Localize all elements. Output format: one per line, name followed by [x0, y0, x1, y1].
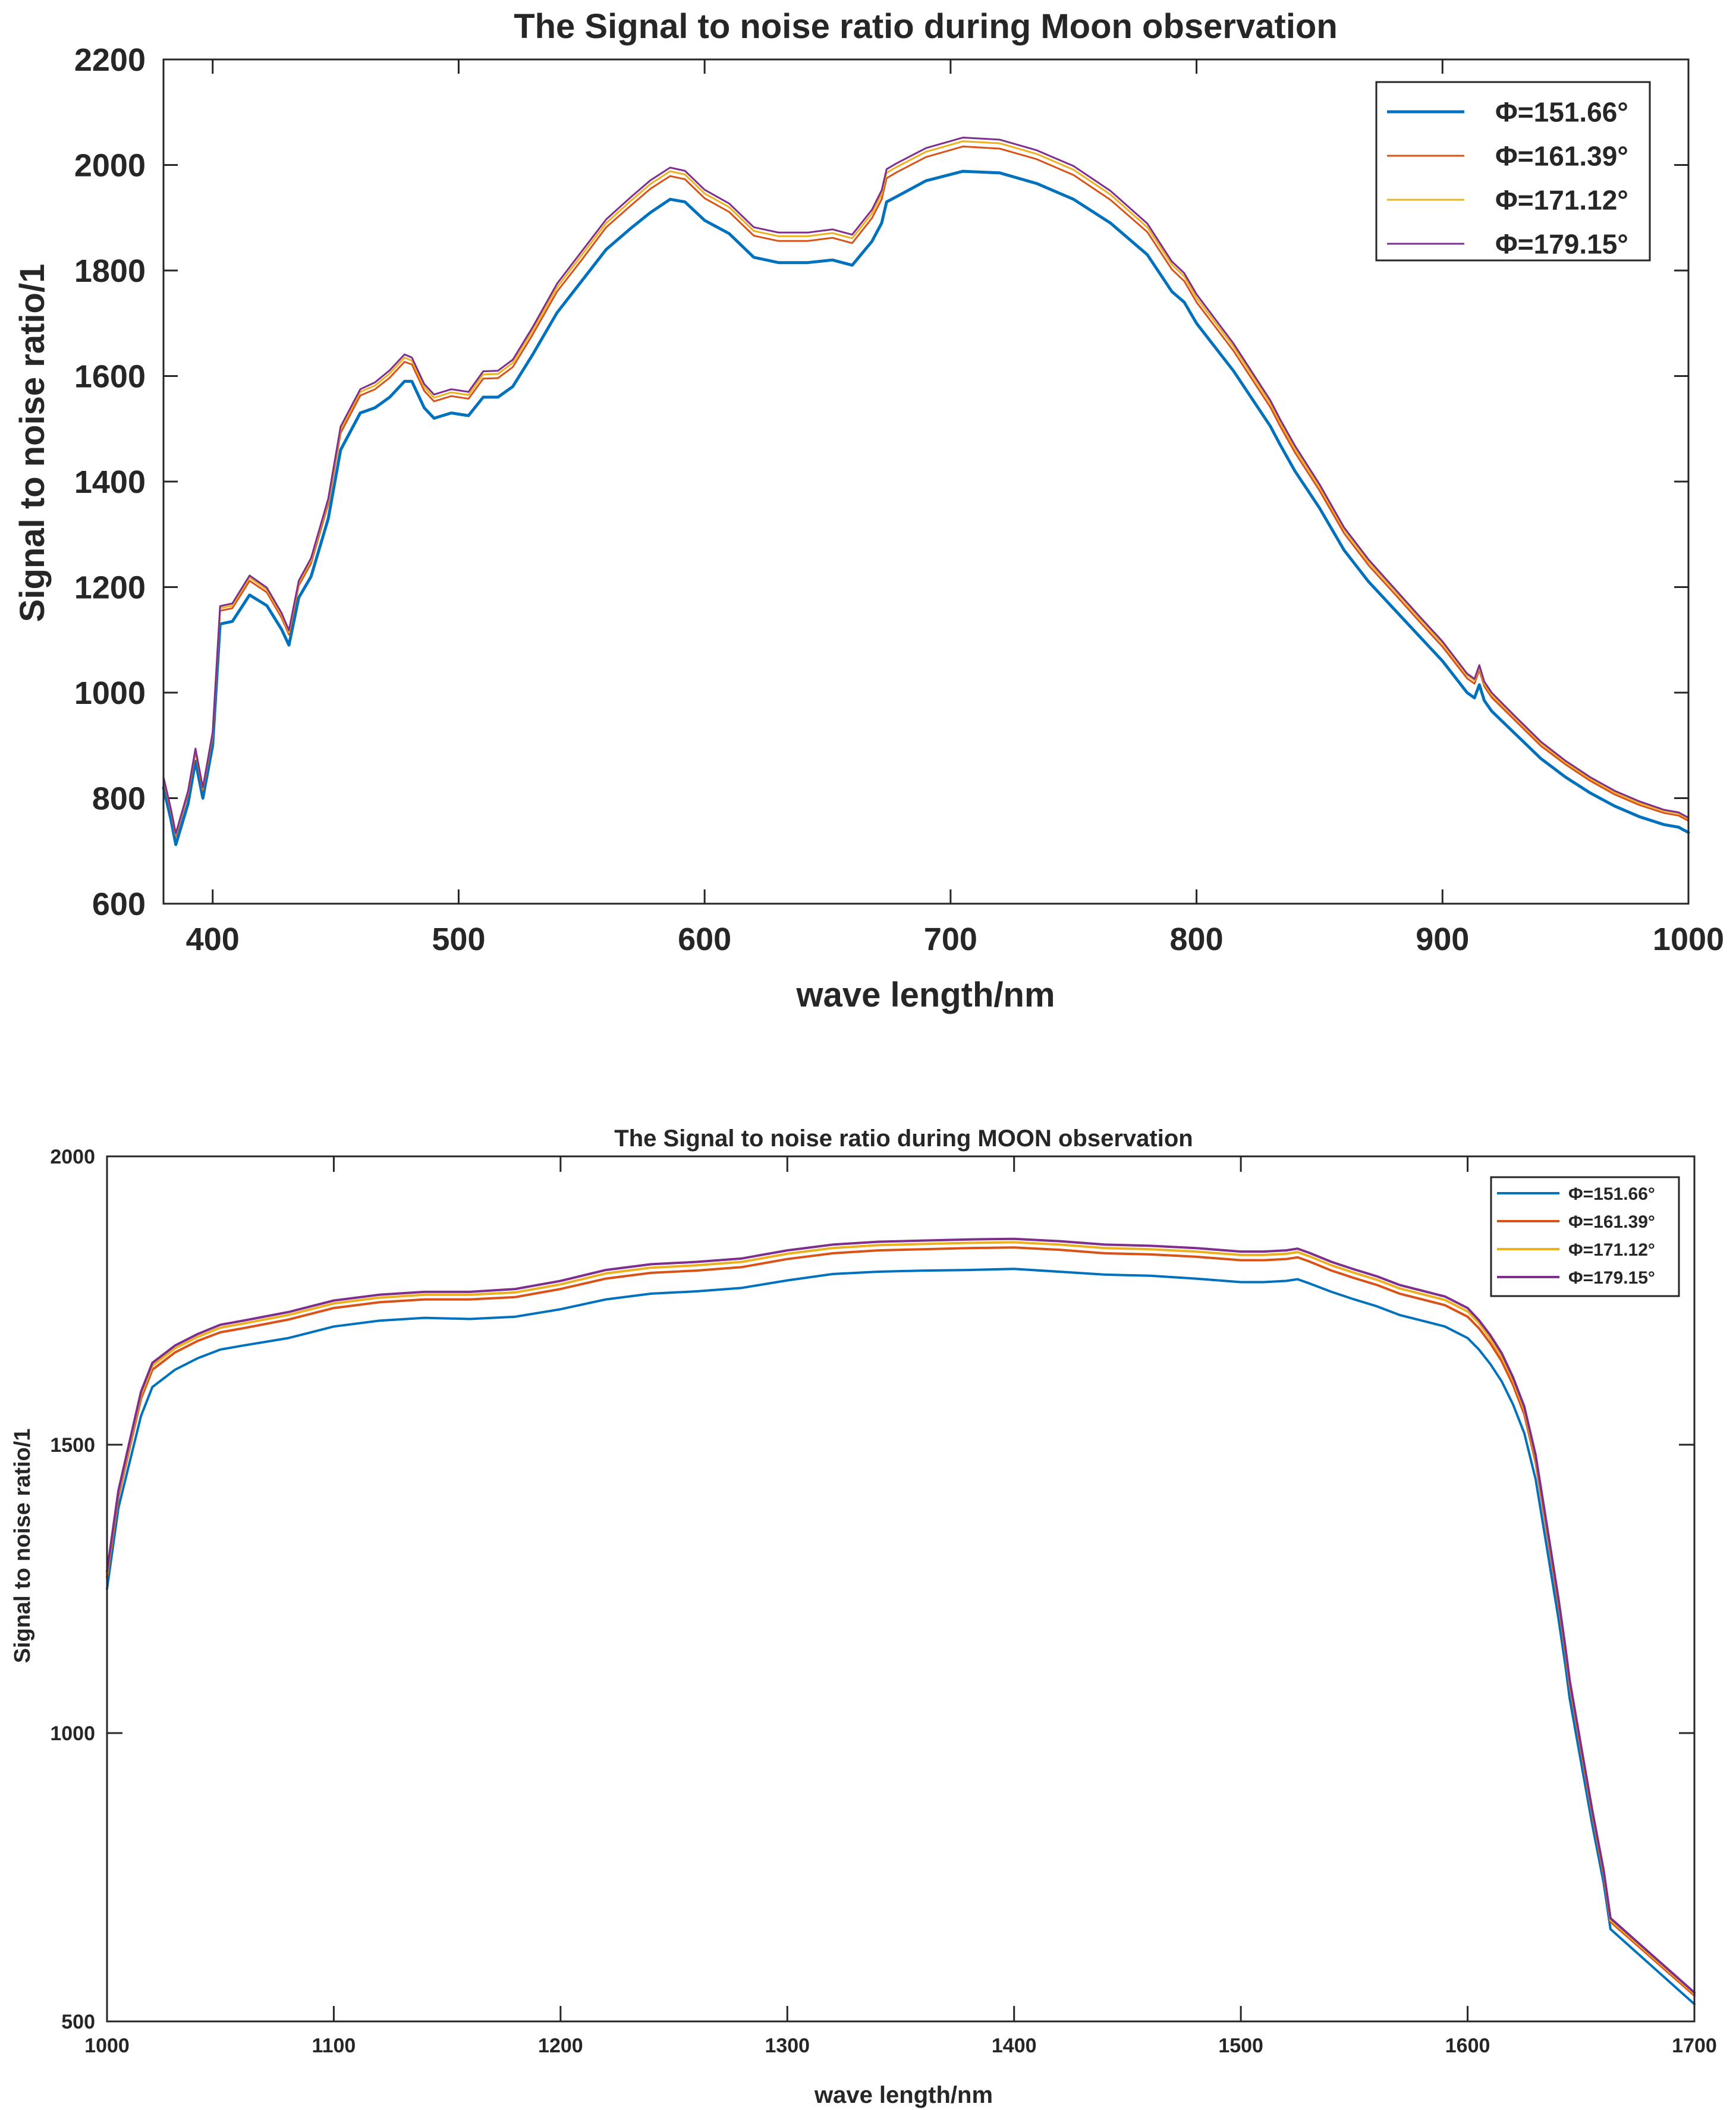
chart-top-x-ticks: 400 500 600 700 800 900 1000 — [186, 59, 1724, 957]
chart-top-series-line-3 — [162, 140, 1690, 836]
chart-bottom-ylabel: Signal to noise ratio/1 — [10, 1429, 35, 1664]
chart-top-legend-label-3: Φ=171.12° — [1495, 185, 1628, 216]
chart-bottom-xtick-label-0: 1000 — [84, 2034, 130, 2057]
chart-top-ytick-label-1: 800 — [92, 781, 146, 817]
chart-bottom-legend: Φ=151.66° Φ=161.39° Φ=171.12° Φ=179.15° — [1490, 1176, 1680, 1297]
chart-top-legend-label-2: Φ=161.39° — [1495, 141, 1628, 172]
chart-bottom-ytick-label-3: 2000 — [50, 1146, 95, 1168]
chart-top-xtick-label-0: 400 — [186, 922, 240, 957]
chart-bottom-y-ticks: 500 1000 1500 2000 — [50, 1146, 1694, 2033]
chart-bottom-series-line-1 — [106, 1268, 1696, 2005]
chart-top-ytick-label-2: 1000 — [74, 675, 146, 711]
chart-bottom-xtick-label-1: 1100 — [312, 2034, 356, 2057]
chart-top-plot-frame — [162, 58, 1690, 905]
chart-top-legend-label-1: Φ=151.66° — [1495, 97, 1628, 128]
chart-top-ytick-label-8: 2200 — [74, 42, 146, 78]
chart-bottom-xtick-label-7: 1700 — [1672, 2034, 1717, 2057]
chart-top-y-ticks: 600 800 1000 1200 1400 1600 1800 2000 2200 — [74, 42, 1688, 922]
chart-bottom-xtick-label-4: 1400 — [992, 2034, 1037, 2057]
chart-bottom-ytick-label-0: 500 — [61, 2011, 95, 2033]
chart-top-xtick-label-4: 800 — [1170, 922, 1224, 957]
chart-bottom-title: The Signal to noise ratio during MOON ob… — [614, 1125, 1193, 1152]
chart-top-legend: Φ=151.66° Φ=161.39° Φ=171.12° Φ=179.15° — [1375, 81, 1651, 262]
chart-top-series-line-1 — [162, 169, 1690, 847]
chart-bottom-xlabel: wave length/nm — [814, 2082, 993, 2108]
chart-top-ytick-label-0: 600 — [92, 886, 146, 922]
chart-top-ytick-label-6: 1800 — [74, 253, 146, 289]
chart-top-series-line-2 — [162, 145, 1690, 837]
chart-bottom-legend-label-3: Φ=171.12° — [1568, 1240, 1655, 1260]
chart-bottom-xtick-label-5: 1500 — [1218, 2034, 1263, 2057]
chart-bottom-x-ticks: 1000 1100 1200 1300 1400 1500 1600 1700 — [84, 1156, 1717, 2057]
chart-bottom-xtick-label-3: 1300 — [765, 2034, 810, 2057]
chart-top-ylabel: Signal to noise ratio/1 — [13, 264, 52, 622]
chart-bottom-xtick-label-6: 1600 — [1445, 2034, 1490, 2057]
chart-bottom-ytick-label-1: 1000 — [50, 1722, 95, 1745]
chart-top-xtick-label-6: 1000 — [1653, 922, 1724, 957]
chart-top-xtick-label-5: 900 — [1416, 922, 1469, 957]
chart-top-series — [162, 136, 1690, 847]
chart-top-title: The Signal to noise ratio during Moon ob… — [514, 7, 1338, 46]
chart-bottom-legend-label-2: Φ=161.39° — [1568, 1212, 1655, 1232]
chart-bottom-plot-frame — [106, 1155, 1696, 2023]
chart-top: The Signal to noise ratio during Moon ob… — [13, 7, 1724, 1014]
chart-top-ytick-label-7: 2000 — [74, 148, 146, 184]
chart-top-ytick-label-4: 1400 — [74, 464, 146, 500]
chart-top-xtick-label-2: 600 — [678, 922, 731, 957]
chart-top-legend-label-4: Φ=179.15° — [1495, 229, 1628, 260]
chart-bottom-ytick-label-2: 1500 — [50, 1434, 95, 1457]
chart-bottom-series — [106, 1237, 1696, 2005]
chart-bottom: The Signal to noise ratio during MOON ob… — [10, 1125, 1717, 2108]
chart-bottom-legend-label-1: Φ=151.66° — [1568, 1184, 1655, 1204]
chart-top-xlabel: wave length/nm — [795, 976, 1055, 1014]
chart-top-xtick-label-1: 500 — [432, 922, 485, 957]
chart-top-ytick-label-5: 1600 — [74, 359, 146, 395]
chart-bottom-series-line-4 — [106, 1237, 1696, 1994]
chart-top-ytick-label-3: 1200 — [74, 570, 146, 606]
chart-top-xtick-label-3: 700 — [924, 922, 977, 957]
chart-bottom-xtick-label-2: 1200 — [538, 2034, 583, 2057]
chart-top-series-line-4 — [162, 136, 1690, 835]
chart-bottom-legend-label-4: Φ=179.15° — [1568, 1268, 1655, 1288]
